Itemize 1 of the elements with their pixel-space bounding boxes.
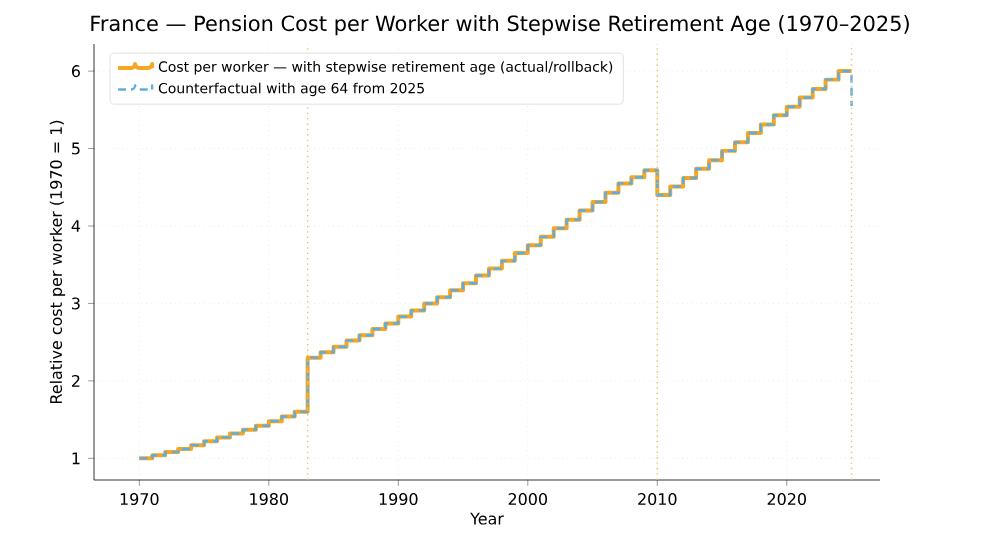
chart-title: France — Pension Cost per Worker with Stepwise Retirement Age (1970–2025) bbox=[91, 15, 909, 36]
